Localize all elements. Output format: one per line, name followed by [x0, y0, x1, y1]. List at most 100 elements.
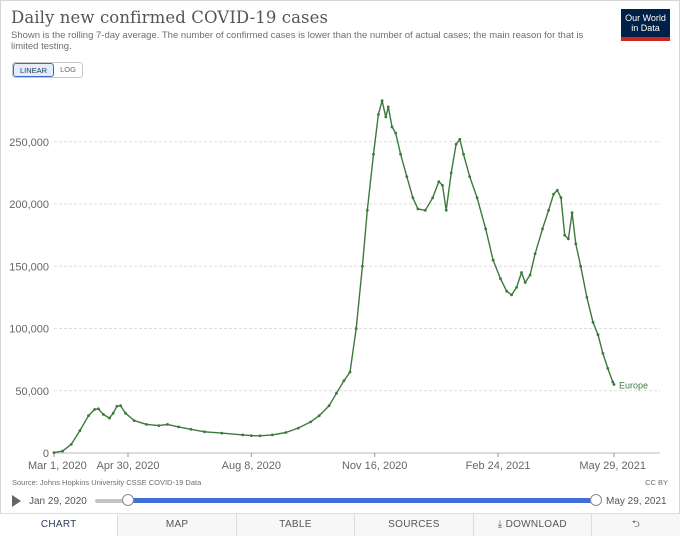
data-point: [189, 427, 193, 431]
data-point: [441, 184, 444, 187]
logo-line-2: in Data: [631, 23, 660, 33]
data-point: [437, 180, 441, 184]
data-point: [444, 208, 448, 212]
tab-download[interactable]: ⤓ DOWNLOAD: [472, 514, 592, 536]
data-point: [484, 227, 488, 231]
data-point: [69, 442, 73, 446]
data-point: [570, 211, 574, 215]
data-point: [241, 433, 245, 437]
chart-subtitle: Shown is the rolling 7-day average. The …: [11, 30, 584, 52]
share-icon: ⮌: [631, 519, 641, 530]
y-tick-label: 50,000: [15, 386, 49, 398]
data-point: [354, 327, 358, 330]
timeline-track[interactable]: [95, 499, 129, 503]
data-point: [317, 414, 321, 418]
data-point: [559, 196, 563, 200]
timeline-start-handle[interactable]: [122, 494, 134, 506]
data-point: [384, 115, 388, 119]
data-point: [145, 423, 148, 426]
data-point: [574, 242, 578, 246]
linear-scale-button[interactable]: LINEAR: [13, 63, 55, 77]
y-tick-label: 0: [43, 448, 49, 460]
data-point: [612, 383, 616, 386]
data-point: [611, 380, 615, 384]
data-point: [399, 152, 402, 156]
data-point: [601, 352, 605, 355]
data-point: [394, 131, 398, 135]
data-point: [606, 367, 610, 370]
data-point: [372, 152, 375, 156]
y-tick-label: 250,000: [9, 137, 49, 149]
data-point: [101, 413, 105, 416]
data-point: [78, 429, 82, 432]
license-link[interactable]: CC BY: [645, 478, 668, 487]
data-point: [505, 289, 509, 293]
timeline-end-label: May 29, 2021: [606, 496, 667, 507]
data-point: [462, 152, 465, 156]
data-point: [119, 404, 122, 408]
play-icon[interactable]: [12, 495, 21, 507]
data-point: [515, 286, 518, 289]
series-label: Europe: [619, 381, 648, 391]
data-point: [365, 208, 369, 212]
data-point: [220, 431, 224, 435]
data-point: [258, 434, 262, 438]
chart-title: Daily new confirmed COVID-19 cases: [11, 8, 329, 27]
data-point: [93, 408, 97, 411]
data-point: [390, 125, 394, 129]
data-point: [157, 424, 161, 427]
timeline-start-label: Jan 29, 2020: [29, 496, 87, 507]
data-point: [458, 137, 462, 141]
data-point: [342, 379, 346, 383]
chart-series: Europe: [52, 99, 648, 454]
data-point: [567, 237, 570, 241]
data-point: [499, 277, 502, 281]
data-point: [491, 258, 495, 262]
data-point: [563, 233, 567, 237]
data-point: [533, 252, 537, 256]
data-point: [528, 273, 532, 277]
data-point: [270, 433, 274, 437]
data-point: [416, 207, 420, 211]
owid-logo[interactable]: Our World in Data: [621, 9, 670, 37]
source-note[interactable]: Source: Johns Hopkins University CSSE CO…: [12, 478, 202, 487]
data-point: [520, 271, 523, 274]
download-icon: ⤓: [497, 519, 506, 530]
data-point: [591, 320, 595, 324]
timeline-selected-range[interactable]: [127, 498, 596, 503]
tab-map[interactable]: MAP: [117, 514, 236, 536]
tab-bar: CHART MAP TABLE SOURCES ⤓ DOWNLOAD ⮌: [0, 513, 680, 536]
timeline-end-handle[interactable]: [590, 494, 602, 506]
data-point: [335, 391, 338, 395]
data-point: [380, 99, 384, 103]
data-point: [411, 196, 415, 200]
tab-sources[interactable]: SOURCES: [354, 514, 473, 536]
share-button[interactable]: ⮌: [591, 514, 680, 536]
data-point: [468, 175, 472, 179]
data-point: [405, 175, 409, 179]
data-point: [284, 431, 288, 434]
x-tick-label: May 29, 2021: [579, 460, 646, 472]
y-tick-label: 100,000: [9, 324, 49, 336]
series-line: [53, 99, 615, 454]
timeline: Jan 29, 2020 May 29, 2021: [0, 490, 680, 512]
data-point: [547, 208, 550, 212]
logo-line-1: Our World: [625, 13, 666, 23]
data-point: [510, 293, 513, 297]
tab-chart[interactable]: CHART: [0, 514, 118, 536]
data-point: [377, 113, 380, 116]
line-chart: 0 50,000 100,000 150,000 200,000 250,000 Mar …: [9, 99, 660, 472]
data-point: [596, 333, 600, 337]
x-axis: Mar 1, 2020 Apr 30, 2020 Aug 8, 2020 Nov 16…: [28, 453, 646, 472]
chart-grid: [54, 141, 660, 454]
data-point: [555, 188, 559, 192]
tab-table[interactable]: TABLE: [235, 514, 355, 536]
data-point: [108, 416, 111, 420]
data-point: [296, 426, 300, 430]
log-scale-button[interactable]: LOG: [60, 65, 76, 74]
data-point: [166, 423, 169, 426]
y-tick-label: 200,000: [9, 199, 49, 211]
y-tick-label: 150,000: [9, 261, 49, 273]
data-point: [309, 420, 312, 424]
x-tick-label: Nov 16, 2020: [342, 460, 407, 472]
